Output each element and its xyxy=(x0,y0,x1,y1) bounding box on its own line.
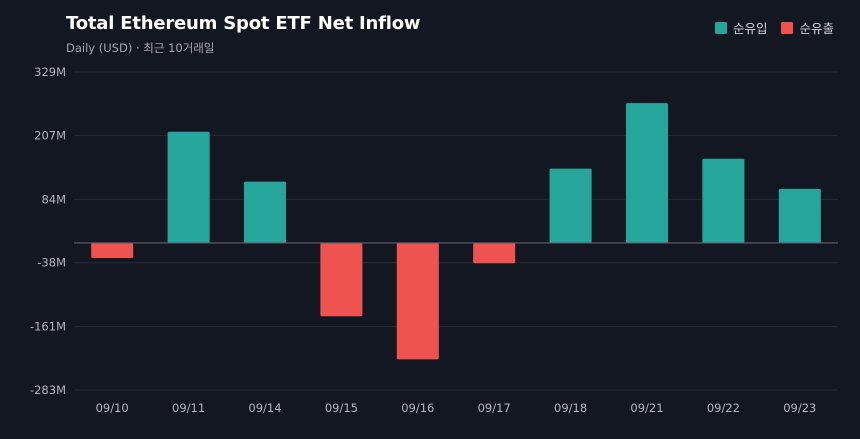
bar xyxy=(625,103,669,243)
legend-item-outflow[interactable]: 순유출 xyxy=(781,18,834,37)
x-tick-label: 09/10 xyxy=(96,401,129,415)
x-tick-label: 09/16 xyxy=(401,401,434,415)
x-tick-label: 09/11 xyxy=(172,401,205,415)
x-tick-label: 09/15 xyxy=(325,401,358,415)
chart-legend: 순유입 순유출 xyxy=(714,18,834,37)
bar xyxy=(702,158,745,243)
legend-swatch-inflow xyxy=(714,21,727,34)
bar xyxy=(243,181,287,243)
x-tick-label: 09/22 xyxy=(707,401,740,415)
bar xyxy=(778,188,821,243)
x-tick-label: 09/17 xyxy=(478,401,511,415)
bar xyxy=(473,242,516,264)
y-tick-label: 84M xyxy=(41,192,66,206)
legend-item-inflow[interactable]: 순유입 xyxy=(714,18,768,37)
chart-subtitle: Daily (USD) · 최근 10거래일 xyxy=(66,41,215,55)
x-tick-label: 09/23 xyxy=(783,401,816,415)
legend-label-inflow: 순유입 xyxy=(732,21,768,36)
y-tick-label: -38M xyxy=(37,256,66,270)
x-tick-label: 09/21 xyxy=(630,401,663,415)
legend-swatch-outflow xyxy=(781,21,794,34)
x-tick-label: 09/18 xyxy=(554,401,587,415)
chart-title: Total Ethereum Spot ETF Net Inflow xyxy=(66,13,421,34)
y-tick-label: 207M xyxy=(34,128,66,142)
legend-label-outflow: 순유출 xyxy=(799,21,834,36)
bar xyxy=(396,242,439,360)
y-tick-label: -283M xyxy=(30,383,66,397)
y-tick-label: 329M xyxy=(34,65,66,79)
bar xyxy=(320,242,363,317)
bar xyxy=(91,242,134,259)
bar xyxy=(549,168,592,243)
y-tick-label: -161M xyxy=(30,320,66,334)
x-tick-label: 09/14 xyxy=(248,401,281,415)
bar xyxy=(167,131,210,243)
